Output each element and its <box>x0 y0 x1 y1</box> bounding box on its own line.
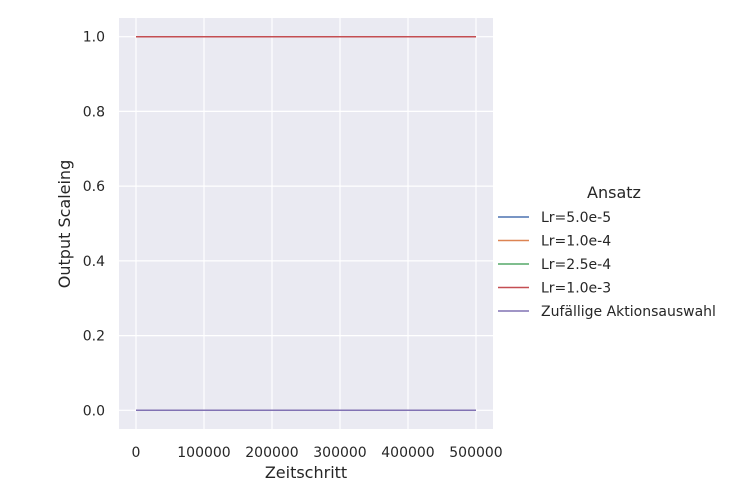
legend: Ansatz Lr=5.0e-5 Lr=1.0e-4 Lr=2.5e-4 Lr=1.0… <box>498 183 716 320</box>
y-tick-label: 0.8 <box>83 104 105 120</box>
x-tick-label: 300000 <box>313 445 366 461</box>
legend-entry: Lr=1.0e-3 <box>541 281 611 297</box>
x-axis-label: Zeitschritt <box>265 463 347 482</box>
y-tick-label: 0.0 <box>83 403 105 419</box>
x-tick-label: 400000 <box>381 445 434 461</box>
x-tick-label: 0 <box>132 445 141 461</box>
y-tick-label: 0.6 <box>83 179 105 195</box>
x-tick-label: 100000 <box>177 445 230 461</box>
y-tick-label: 1.0 <box>83 30 105 46</box>
y-axis-label: Output Scaleing <box>55 160 74 288</box>
legend-entry: Lr=5.0e-5 <box>541 210 611 226</box>
plot-background <box>119 18 493 429</box>
legend-entry: Zufällige Aktionsauswahl <box>541 304 716 320</box>
legend-entry: Lr=1.0e-4 <box>541 234 611 250</box>
y-axis-ticks: 0.0 0.2 0.4 0.6 0.8 1.0 <box>83 30 105 420</box>
x-tick-label: 200000 <box>245 445 298 461</box>
legend-title: Ansatz <box>587 183 641 202</box>
legend-entry: Lr=2.5e-4 <box>541 257 611 273</box>
x-axis-ticks: 0 100000 200000 300000 400000 500000 <box>132 445 503 461</box>
series-lines <box>136 35 476 412</box>
y-tick-label: 0.4 <box>83 254 105 270</box>
x-tick-label: 500000 <box>449 445 502 461</box>
y-tick-label: 0.2 <box>83 329 105 345</box>
